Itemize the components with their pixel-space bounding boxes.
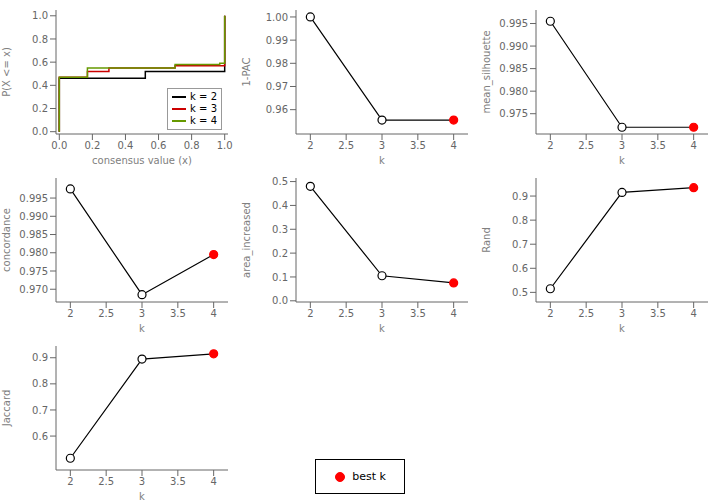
svg-text:4: 4 (690, 308, 696, 319)
svg-text:0.995: 0.995 (499, 18, 528, 29)
svg-text:3: 3 (619, 308, 625, 319)
svg-text:4: 4 (210, 308, 216, 319)
svg-text:k: k (379, 155, 385, 166)
svg-text:0.975: 0.975 (499, 108, 528, 119)
svg-text:0.6: 0.6 (512, 263, 528, 274)
svg-text:0.2: 0.2 (32, 103, 48, 114)
html-text:best k: best k (352, 470, 386, 483)
svg-text:k: k (379, 323, 385, 334)
svg-text:0.99: 0.99 (266, 35, 288, 46)
svg-text:2.5: 2.5 (338, 308, 354, 319)
svg-text:1-PAC: 1-PAC (241, 57, 252, 86)
svg-text:concordance: concordance (8, 208, 12, 272)
svg-text:4: 4 (450, 140, 456, 151)
html-text:k = 3: k = 3 (190, 103, 217, 114)
svg-text:0.0: 0.0 (32, 126, 48, 137)
svg-text:0.975: 0.975 (19, 266, 48, 277)
svg-text:mean_silhouette: mean_silhouette (481, 30, 493, 113)
svg-text:0.2: 0.2 (272, 248, 288, 259)
svg-text:3: 3 (139, 476, 145, 487)
svg-text:Jaccard: Jaccard (8, 390, 12, 427)
svg-text:4: 4 (690, 140, 696, 151)
svg-text:0.990: 0.990 (499, 41, 528, 52)
svg-text:0.97: 0.97 (266, 81, 288, 92)
svg-text:3: 3 (139, 308, 145, 319)
svg-text:0.8: 0.8 (32, 34, 48, 45)
svg-text:0.995: 0.995 (19, 193, 48, 204)
svg-text:k: k (139, 491, 145, 502)
svg-text:0.8: 0.8 (184, 140, 200, 151)
svg-text:0.980: 0.980 (19, 247, 48, 258)
svg-text:0.0: 0.0 (272, 295, 288, 306)
html-text:k = 2: k = 2 (190, 91, 217, 102)
svg-text:0.970: 0.970 (19, 284, 48, 295)
svg-text:2: 2 (67, 308, 73, 319)
svg-text:0.7: 0.7 (512, 239, 528, 250)
svg-text:0.6: 0.6 (151, 140, 167, 151)
svg-text:k: k (619, 155, 625, 166)
svg-text:4: 4 (450, 308, 456, 319)
svg-text:0.0: 0.0 (51, 140, 67, 151)
svg-text:0.4: 0.4 (32, 80, 48, 91)
svg-text:0.6: 0.6 (32, 431, 48, 442)
svg-text:1.00: 1.00 (266, 12, 288, 23)
svg-text:0.2: 0.2 (84, 140, 100, 151)
svg-text:0.3: 0.3 (272, 224, 288, 235)
svg-text:3.5: 3.5 (410, 140, 426, 151)
svg-text:3: 3 (619, 140, 625, 151)
svg-text:2: 2 (307, 308, 313, 319)
svg-text:0.985: 0.985 (499, 63, 528, 74)
svg-text:area_increased: area_increased (241, 202, 253, 278)
html-text:k = 4: k = 4 (190, 115, 217, 126)
svg-text:consensus value (x): consensus value (x) (92, 155, 192, 166)
svg-text:1.0: 1.0 (32, 10, 48, 21)
svg-text:4: 4 (210, 476, 216, 487)
svg-text:2: 2 (307, 140, 313, 151)
svg-text:0.4: 0.4 (118, 140, 134, 151)
svg-text:0.9: 0.9 (512, 191, 528, 202)
svg-text:3.5: 3.5 (170, 308, 186, 319)
svg-text:0.5: 0.5 (272, 176, 288, 187)
svg-text:2.5: 2.5 (98, 476, 114, 487)
svg-text:2.5: 2.5 (578, 308, 594, 319)
svg-text:0.980: 0.980 (499, 86, 528, 97)
svg-text:0.5: 0.5 (512, 287, 528, 298)
svg-text:0.8: 0.8 (32, 378, 48, 389)
svg-text:3.5: 3.5 (170, 476, 186, 487)
svg-text:2.5: 2.5 (578, 140, 594, 151)
svg-text:3.5: 3.5 (650, 140, 666, 151)
svg-text:2.5: 2.5 (98, 308, 114, 319)
svg-text:3: 3 (379, 140, 385, 151)
svg-text:0.98: 0.98 (266, 58, 288, 69)
svg-text:0.4: 0.4 (272, 200, 288, 211)
svg-text:3.5: 3.5 (410, 308, 426, 319)
svg-text:0.990: 0.990 (19, 211, 48, 222)
svg-text:0.96: 0.96 (266, 104, 288, 115)
svg-text:2: 2 (547, 308, 553, 319)
svg-text:0.6: 0.6 (32, 57, 48, 68)
svg-text:0.8: 0.8 (512, 215, 528, 226)
svg-text:1.0: 1.0 (217, 140, 233, 151)
svg-text:P(X <= x): P(X <= x) (8, 47, 12, 97)
svg-text:0.985: 0.985 (19, 229, 48, 240)
svg-text:2: 2 (547, 140, 553, 151)
svg-text:k: k (619, 323, 625, 334)
svg-text:Rand: Rand (481, 227, 492, 253)
svg-text:2: 2 (67, 476, 73, 487)
svg-text:k: k (139, 323, 145, 334)
svg-text:0.9: 0.9 (32, 352, 48, 363)
svg-text:3: 3 (379, 308, 385, 319)
svg-text:0.1: 0.1 (272, 272, 288, 283)
svg-text:3.5: 3.5 (650, 308, 666, 319)
svg-text:2.5: 2.5 (338, 140, 354, 151)
svg-text:0.7: 0.7 (32, 405, 48, 416)
